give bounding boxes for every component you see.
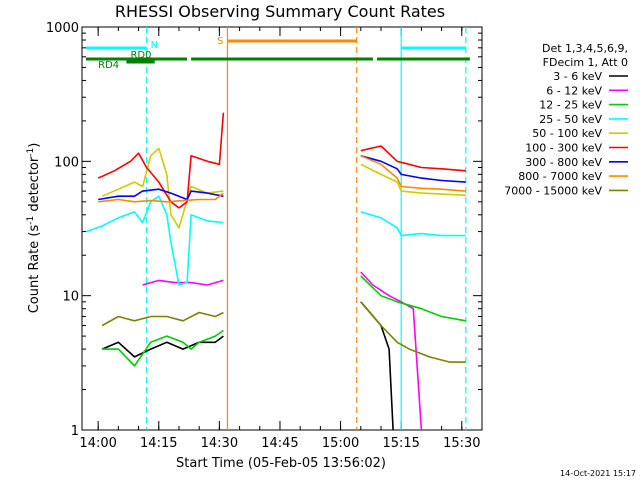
series-line: [101, 311, 224, 327]
y-tick-label: 1: [71, 424, 79, 439]
plot-frame: [81, 26, 483, 431]
x-tick-label: 14:15: [140, 436, 177, 451]
y-label-sup2: -1: [26, 148, 36, 157]
x-tick-label: 15:15: [382, 436, 419, 451]
legend-label: 12 - 25 keV: [539, 99, 602, 112]
x-axis-label: Start Time (05-Feb-05 13:56:02): [176, 456, 386, 471]
series-line: [360, 275, 466, 322]
series-line: [360, 145, 466, 172]
legend-label: 7000 - 15000 keV: [504, 184, 602, 197]
legend-label: 6 - 12 keV: [546, 84, 602, 97]
flag-label-n: N: [151, 40, 158, 51]
y-label-mid: detector: [27, 156, 42, 216]
legend: Det 1,3,4,5,6,9, FDecim 1, Att 0 3 - 6 k…: [504, 42, 628, 197]
x-tick-label: 14:45: [261, 436, 298, 451]
series-line: [101, 147, 224, 229]
series-layer: [85, 112, 466, 431]
legend-label: 50 - 100 keV: [532, 127, 602, 140]
legend-header-1: Det 1,3,4,5,6,9,: [542, 42, 628, 55]
x-tick-label: 15:00: [322, 436, 359, 451]
series-line: [360, 155, 466, 192]
y-label-main: Count Rate (s: [27, 225, 42, 314]
legend-label: 300 - 800 keV: [525, 156, 602, 169]
flag-label-rd4: RD4: [98, 60, 119, 71]
flag-label-s: S: [217, 36, 223, 47]
legend-label: 800 - 7000 keV: [518, 170, 602, 183]
x-axis: 14:00 14:15 14:30 14:45 15:00 15:15 15:30: [79, 27, 483, 451]
legend-label: 25 - 50 keV: [539, 113, 602, 126]
y-tick-label: 100: [54, 155, 79, 170]
series-line: [360, 211, 466, 237]
series-line: [85, 195, 224, 286]
y-tick-label: 1000: [46, 21, 79, 36]
flag-label-rd0: RD0: [130, 50, 151, 61]
x-tick-label: 15:30: [443, 436, 480, 451]
series-line: [360, 301, 466, 363]
legend-label: 100 - 300 keV: [525, 142, 602, 155]
x-tick-label: 14:00: [79, 436, 116, 451]
series-line: [142, 279, 224, 286]
x-tick-label: 14:30: [201, 436, 238, 451]
series-line: [360, 163, 466, 196]
y-label-sup1: -1: [26, 216, 36, 225]
series-line: [360, 155, 466, 183]
plot-timestamp: 14-Oct-2021 15:17: [560, 469, 636, 478]
y-tick-label: 10: [62, 290, 79, 305]
legend-header-2: FDecim 1, Att 0: [543, 56, 628, 69]
y-axis: 1 10 100 1000: [46, 21, 482, 439]
series-line: [98, 188, 224, 201]
series-line: [101, 335, 224, 358]
y-label-end: ): [27, 143, 42, 148]
chart-title: RHESSI Observing Summary Count Rates: [115, 2, 445, 21]
series-line: [360, 271, 423, 431]
legend-label: 3 - 6 keV: [553, 70, 602, 83]
series-line: [98, 192, 224, 203]
y-axis-label: Count Rate (s-1 detector-1): [26, 143, 42, 314]
reference-lines: [146, 27, 467, 430]
series-line: [102, 329, 224, 367]
series-line: [97, 112, 225, 209]
